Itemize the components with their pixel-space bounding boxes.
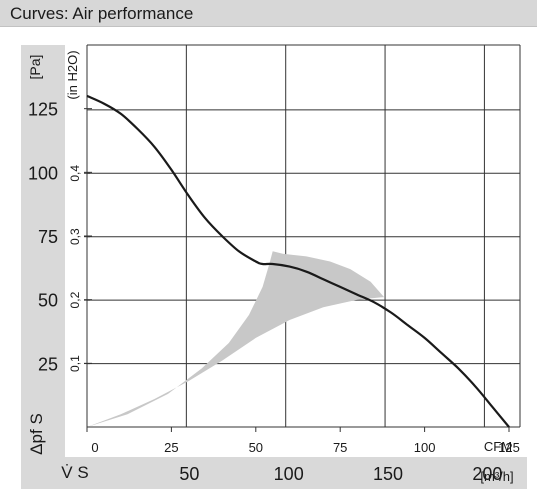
y-tick-label-pa: 50 [38,291,58,311]
x-tick-label-cfm: 0 [91,440,98,455]
page-title: Curves: Air performance [10,4,194,23]
x-axis-band [21,457,527,489]
y-tick-label-inh2o: 0,3 [68,228,82,245]
x-tick-label-cfm: 75 [333,440,347,455]
y-tick-label-pa: 75 [38,227,58,247]
title-bar: Curves: Air performance [0,0,537,27]
operating-region [87,251,385,427]
performance-curve [86,94,510,428]
y-tick-label-pa: 125 [28,100,58,120]
x-tick-label-cfm: 125 [498,440,520,455]
y-unit-pa: [Pa] [27,55,43,80]
y-tick-label-inh2o: 0,2 [68,291,82,308]
x-unit-cfm: CFM [484,439,512,454]
x-tick-label-m3h: 150 [373,464,403,484]
x-tick-label-m3h: 200 [472,464,502,484]
y-tick-label-pa: 25 [38,354,58,374]
y-unit-inh2o: (in H2O) [65,50,80,99]
y-tick-label-inh2o: 0,1 [68,355,82,372]
x-tick-label-cfm: 100 [414,440,436,455]
y-axis-symbol: Δpf S [27,413,46,455]
y-tick-label-inh2o: 0,4 [68,165,82,182]
x-tick-label-m3h: 50 [179,464,199,484]
x-tick-label-m3h: 100 [274,464,304,484]
y-axis-band [21,45,65,457]
x-axis-symbol: V̇ S [61,463,88,482]
x-unit-m3h: [m³/h] [480,469,513,484]
x-tick-label-cfm: 25 [164,440,178,455]
y-tick-label-pa: 100 [28,163,58,183]
x-tick-label-cfm: 50 [249,440,263,455]
